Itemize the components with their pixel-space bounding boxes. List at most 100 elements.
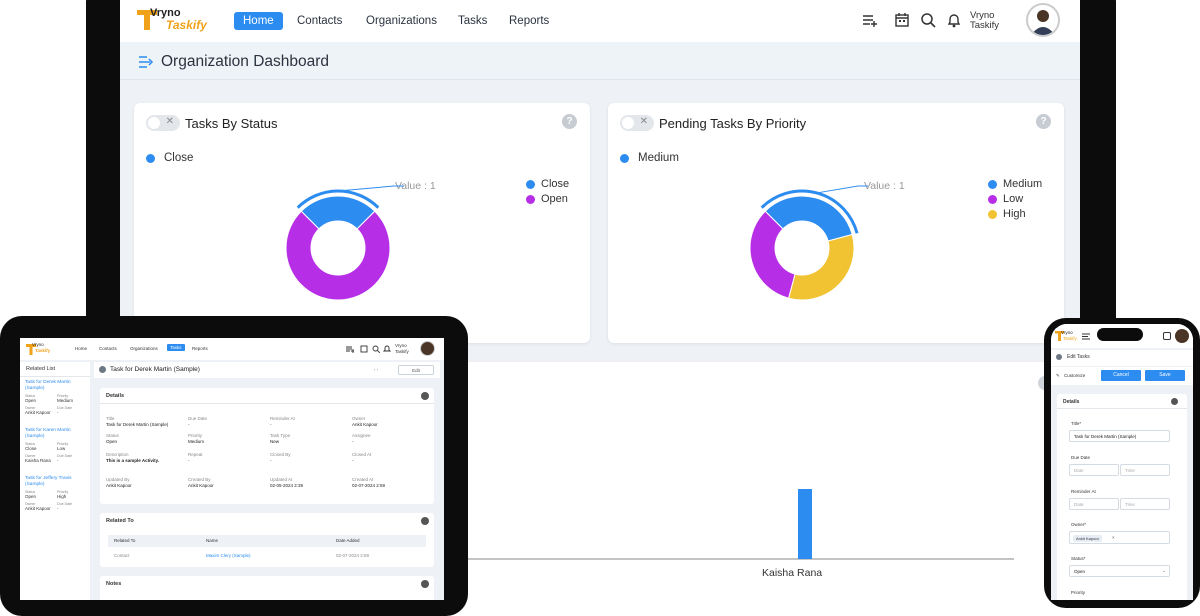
help-icon[interactable]: ? — [1036, 114, 1051, 129]
bell-icon[interactable] — [383, 345, 391, 353]
calendar-icon[interactable] — [1163, 332, 1171, 340]
nav-contacts[interactable]: Contacts — [99, 346, 117, 351]
donut-slice[interactable] — [764, 195, 853, 242]
item-title[interactable]: Task for Karen Martin (Sample) — [25, 428, 71, 439]
user-avatar[interactable] — [1026, 3, 1060, 37]
status-donut-chart[interactable] — [268, 178, 408, 318]
legend-dot-medium — [988, 180, 997, 189]
search-icon[interactable] — [372, 345, 380, 353]
legend-high[interactable]: High — [1003, 208, 1026, 220]
item-status: Close — [25, 446, 37, 451]
item-title[interactable]: Task for Jeffery Travis (Sample) — [25, 476, 72, 487]
field-label: Created By — [188, 477, 211, 482]
item-due-label: Due Date — [57, 406, 73, 410]
nav-home[interactable]: Home — [234, 12, 283, 30]
collapse-icon[interactable] — [421, 580, 429, 588]
priority-donut-chart[interactable] — [732, 178, 872, 318]
owner-chip[interactable]: Ankit Kapoor — [1073, 535, 1102, 542]
item-status: Open — [25, 398, 37, 403]
customize-button[interactable]: Customize — [1064, 373, 1086, 378]
help-icon[interactable]: ? — [562, 114, 577, 129]
save-button[interactable]: Save — [1145, 370, 1185, 381]
legend-close[interactable]: Close — [541, 178, 570, 190]
title-input[interactable]: Task for Derek Martin (Sample) — [1069, 430, 1170, 442]
tooltip-leader-line — [337, 185, 404, 192]
item-owner: Kaisha Rana — [25, 458, 51, 463]
cancel-button[interactable]: Cancel — [1101, 370, 1141, 381]
brand-name-line2: Taskify — [166, 18, 207, 32]
page-header-bar: Organization Dashboard — [120, 42, 1080, 80]
card-toggle[interactable]: ✕ — [620, 115, 654, 131]
logo-t-icon — [137, 10, 157, 30]
tooltip-leader-line — [816, 185, 868, 194]
owner-select[interactable]: Ankit Kapoor × — [1069, 531, 1170, 544]
item-owner-label: Owner — [25, 502, 36, 506]
chip-remove-icon[interactable]: × — [1112, 535, 1115, 540]
nav-organizations[interactable]: Organizations — [366, 15, 437, 27]
field-value: - — [188, 422, 190, 427]
legend-low[interactable]: Low — [1003, 193, 1024, 205]
collapse-icon[interactable] — [421, 517, 429, 525]
nav-organizations[interactable]: Organizations — [130, 346, 158, 351]
status-select[interactable]: Open ⌄ — [1069, 565, 1170, 577]
related-list-item[interactable]: Task for Jeffery Travis (Sample) Status … — [20, 476, 90, 522]
nav-tasks[interactable]: Tasks — [458, 15, 488, 27]
brand-name-line1: Vryno — [1061, 330, 1073, 335]
related-list-item[interactable]: Task for Derek Martin (Sample) Status Op… — [20, 380, 90, 426]
due-date-input[interactable]: Date — [1069, 464, 1119, 476]
bell-icon[interactable] — [946, 12, 962, 28]
nav-contacts[interactable]: Contacts — [297, 15, 343, 27]
donut-slice[interactable] — [749, 210, 796, 299]
menu-toggle-icon[interactable] — [138, 55, 154, 69]
rel-date: 02-07-2024 2:59 — [336, 553, 370, 558]
due-date-label: Due Date — [1071, 455, 1091, 460]
edit-tasks-title: Edit Tasks — [1067, 354, 1090, 360]
item-due: - — [57, 458, 59, 463]
item-priority-label: Priority — [57, 394, 69, 398]
notes-title: Notes — [106, 581, 122, 587]
reminder-time-input[interactable]: Time — [1120, 498, 1170, 510]
legend-open[interactable]: Open — [541, 193, 568, 205]
item-due: - — [57, 410, 59, 415]
rel-name-link[interactable]: Maxim Clery (Sample) — [206, 553, 251, 558]
user-avatar[interactable] — [1175, 329, 1189, 343]
search-icon[interactable] — [920, 12, 936, 28]
bar-kaisha-rana[interactable] — [798, 489, 812, 559]
edit-button[interactable]: Edit — [398, 365, 434, 375]
field-value: Open — [106, 439, 118, 444]
nav-tasks[interactable]: Tasks — [167, 344, 185, 351]
nav-home[interactable]: Home — [75, 346, 88, 351]
field-label: Owner — [352, 416, 366, 421]
donut-slice[interactable] — [285, 210, 391, 301]
title-label: Title* — [1071, 421, 1082, 426]
collapse-icon[interactable] — [421, 392, 429, 400]
item-status-label: Status — [25, 490, 36, 494]
donut-slice[interactable] — [787, 233, 855, 301]
item-title[interactable]: Task for Derek Martin (Sample) — [25, 380, 71, 391]
add-list-icon[interactable] — [862, 12, 878, 28]
brand-logo[interactable]: Vryno Taskify — [136, 6, 216, 36]
back-icon[interactable] — [1056, 354, 1062, 360]
legend-medium[interactable]: Medium — [1003, 178, 1043, 190]
nav-reports[interactable]: Reports — [509, 15, 550, 27]
selected-dot — [146, 154, 155, 163]
related-to-card: Related To Related To Name Date Added Co… — [100, 513, 434, 567]
calendar-icon[interactable] — [894, 12, 910, 28]
calendar-icon[interactable] — [360, 345, 368, 353]
add-list-icon[interactable] — [346, 345, 354, 353]
pager-icon[interactable]: ‹ › — [374, 367, 379, 372]
field-label: Closed At — [352, 452, 372, 457]
nav-reports[interactable]: Reports — [192, 346, 208, 351]
page-title: Organization Dashboard — [161, 53, 330, 70]
collapse-icon[interactable] — [1171, 398, 1178, 405]
field-label: Assignee — [352, 433, 371, 438]
user-name-line2: Taskify — [395, 349, 409, 354]
col-name: Name — [206, 538, 219, 543]
user-avatar[interactable] — [420, 341, 435, 356]
menu-icon[interactable] — [1082, 333, 1090, 340]
card-toggle[interactable]: ✕ — [146, 115, 180, 131]
related-list-item[interactable]: Task for Karen Martin (Sample) Status Cl… — [20, 428, 90, 474]
due-time-input[interactable]: Time — [1120, 464, 1170, 476]
back-icon[interactable] — [99, 366, 106, 373]
reminder-date-input[interactable]: Date — [1069, 498, 1119, 510]
